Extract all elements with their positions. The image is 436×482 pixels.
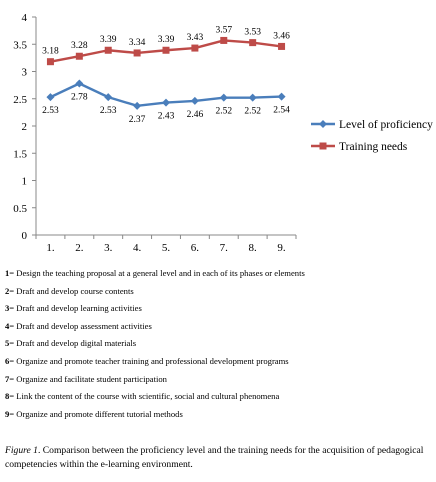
competency-key-item: 7= Organize and facilitate student parti… — [5, 371, 433, 389]
competency-key-item: 4= Draft and develop assessment activiti… — [5, 318, 433, 336]
competency-number: 5 — [5, 338, 10, 349]
training-needs-data-label: 3.43 — [187, 33, 204, 43]
proficiency-point — [248, 93, 257, 102]
training-needs-point — [162, 46, 170, 54]
x-tick-label: 7. — [220, 242, 229, 254]
series-layer: 2.53 2.78 2.53 2.37 2.43 2.46 2.52 2.52 2.54 3.18… — [42, 25, 290, 124]
proficiency-point — [190, 96, 199, 105]
proficiency-data-label: 2.46 — [187, 110, 204, 120]
competency-description: = Draft and develop course contents — [9, 285, 134, 296]
x-tick-label: 5. — [162, 242, 171, 254]
proficiency-point — [104, 93, 113, 102]
training-needs-data-label: 3.18 — [42, 47, 59, 57]
proficiency-point — [133, 101, 142, 110]
training-needs-data-label: 3.57 — [215, 25, 232, 35]
competency-description: = Organize and promote different tutoria… — [9, 408, 183, 419]
training-needs-point — [104, 46, 112, 54]
legend-training-needs-marker — [319, 142, 327, 150]
competency-number: 1 — [5, 268, 10, 278]
proficiency-data-label: 2.53 — [100, 106, 117, 116]
competency-number: 2 — [5, 285, 10, 296]
x-tick-label: 8. — [249, 242, 258, 254]
proficiency-point — [75, 79, 84, 88]
x-tick-label: 1. — [46, 242, 55, 254]
proficiency-data-label: 2.43 — [158, 112, 175, 122]
competency-key-item: 8= Link the content of the course with s… — [5, 388, 433, 406]
competency-description: = Organize and promote teacher training … — [9, 355, 289, 366]
competency-description: = Draft and develop learning activities — [9, 303, 142, 314]
proficiency-point — [277, 92, 286, 101]
y-axis: 0 0.5 1 1.5 2 2.5 3 3.5 4 — [13, 12, 37, 242]
proficiency-data-label: 2.52 — [215, 107, 232, 117]
competency-key-item: 3= Draft and develop learning activities — [5, 300, 433, 318]
proficiency-point — [219, 93, 228, 102]
proficiency-data-label: 2.53 — [42, 106, 59, 116]
y-tick-label: 0.5 — [13, 203, 27, 215]
proficiency-data-label: 2.37 — [129, 115, 146, 125]
legend-training-needs-label: Training needs — [339, 141, 408, 153]
proficiency-point — [46, 93, 55, 102]
training-needs-data-label: 3.34 — [129, 38, 146, 48]
training-needs-data-label: 3.53 — [244, 28, 261, 38]
competency-key-item: 2= Draft and develop course contents — [5, 283, 433, 301]
competency-description: = Draft and develop digital materials — [9, 338, 137, 349]
x-tick-label: 4. — [133, 242, 142, 254]
training-needs-point — [191, 44, 199, 52]
competency-description: = Link the content of the course with sc… — [9, 391, 280, 402]
figure-label: Figure 1 — [5, 445, 38, 456]
training-needs-data-label: 3.28 — [71, 41, 88, 51]
competency-number: 3 — [5, 303, 10, 314]
figure-caption: Figure 1. Comparison between the profici… — [5, 444, 433, 471]
proficiency-data-label: 2.54 — [273, 106, 290, 116]
competency-number: 9 — [5, 408, 10, 419]
training-needs-point — [75, 52, 83, 60]
training-needs-point — [220, 36, 228, 44]
competency-key-item: 6= Organize and promote teacher training… — [5, 353, 433, 371]
y-tick-label: 2.5 — [13, 94, 27, 106]
legend: Level of proficiency Training needs — [311, 119, 433, 153]
x-tick-label: 6. — [191, 242, 200, 254]
proficiency-data-label: 2.52 — [244, 107, 261, 117]
y-tick-label: 3 — [22, 67, 28, 79]
training-needs-point — [249, 39, 257, 47]
training-needs-data-label: 3.46 — [273, 31, 290, 41]
y-tick-label: 2 — [22, 121, 28, 133]
x-tick-label: 9. — [277, 242, 286, 254]
y-tick-label: 1.5 — [13, 148, 27, 160]
competency-number: 6 — [5, 355, 10, 366]
y-tick-label: 0 — [22, 230, 28, 242]
competency-key-item: 1= Design the teaching proposal at a gen… — [5, 265, 433, 283]
y-tick-label: 4 — [22, 12, 28, 24]
competency-description: = Draft and develop assessment activitie… — [9, 320, 152, 331]
line-chart: 00.511.522.533.54 1. 2. 3. 4. 5. 6. 7. 8. 9. 2.5… — [13, 12, 433, 254]
training-needs-point — [278, 42, 286, 50]
x-axis: 1. 2. 3. 4. 5. 6. 7. 8. 9. — [35, 234, 297, 254]
proficiency-point — [162, 98, 170, 107]
training-needs-point — [46, 58, 54, 66]
training-needs-data-label: 3.39 — [158, 35, 175, 45]
competency-number: 8 — [5, 391, 10, 402]
competency-number: 4 — [5, 320, 10, 331]
competency-description: = Organize and facilitate student partic… — [9, 373, 167, 384]
training-needs-point — [133, 49, 141, 57]
y-tick-label: 1 — [22, 176, 28, 188]
training-needs-data-label: 3.39 — [100, 35, 117, 45]
competency-description: = Design the teaching proposal at a gene… — [9, 268, 305, 278]
x-tick-label: 2. — [75, 242, 84, 254]
competency-key-item: 9= Organize and promote different tutori… — [5, 406, 433, 424]
competency-key-item: 5= Draft and develop digital materials — [5, 335, 433, 353]
y-tick-label: 3.5 — [13, 39, 27, 51]
x-tick-label: 3. — [104, 242, 113, 254]
proficiency-data-label: 2.78 — [71, 92, 88, 102]
competency-number: 7 — [5, 373, 10, 384]
legend-proficiency-label: Level of proficiency — [339, 119, 433, 131]
competency-key-list: 1= Design the teaching proposal at a gen… — [5, 265, 433, 423]
legend-proficiency-marker — [319, 120, 327, 128]
caption-text: . Comparison between the proficiency lev… — [5, 445, 424, 470]
